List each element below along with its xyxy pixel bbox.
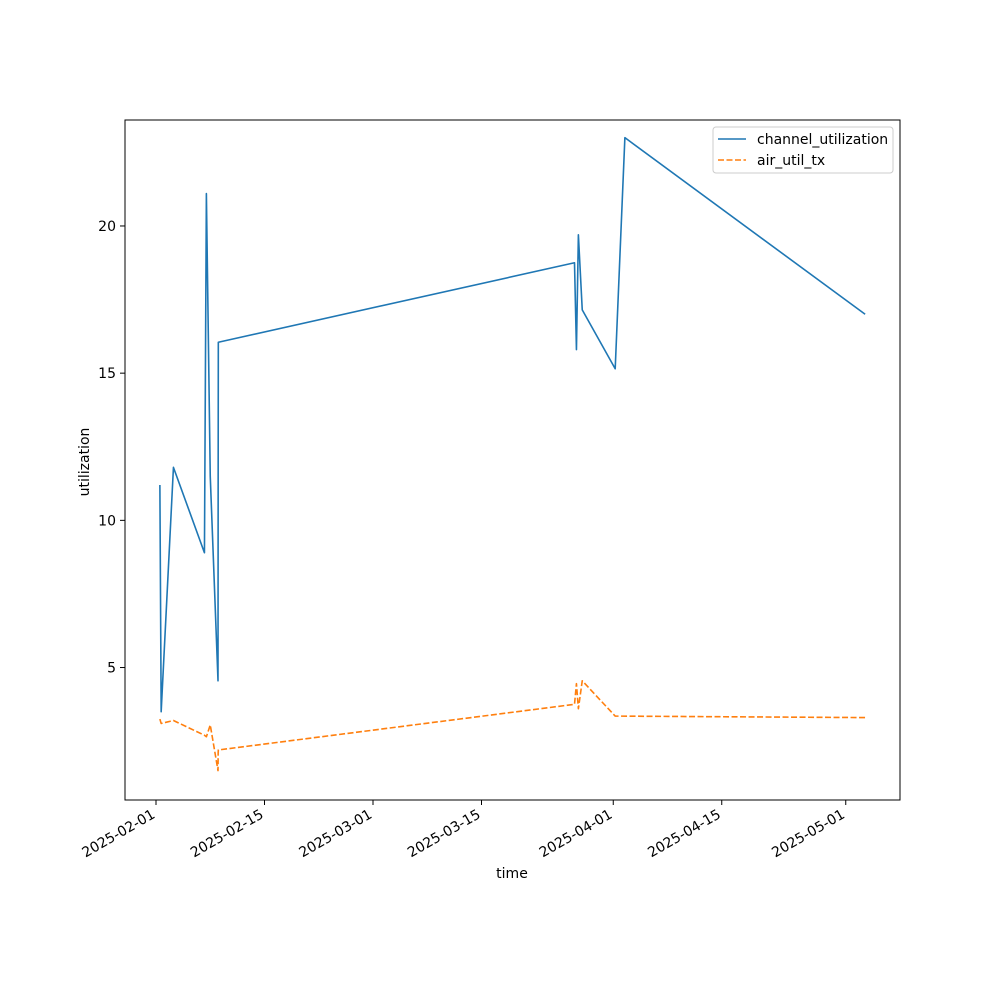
x-tick-label: 2025-03-01 xyxy=(297,807,375,862)
y-tick-label: 15 xyxy=(98,366,116,382)
legend: channel_utilization air_util_tx xyxy=(712,126,894,174)
x-axis-ticks: 2025-02-01 2025-02-15 2025-03-01 2025-03-15… xyxy=(80,800,848,861)
x-tick-label: 2025-04-01 xyxy=(537,807,615,862)
x-tick-label: 2025-02-15 xyxy=(188,807,266,862)
legend-box xyxy=(712,126,894,174)
x-tick-label: 2025-03-15 xyxy=(405,807,483,862)
x-tick-label: 2025-02-01 xyxy=(80,807,158,862)
axes xyxy=(124,119,901,801)
legend-label: channel_utilization xyxy=(757,132,888,148)
plot-area xyxy=(125,120,900,800)
x-tick-label: 2025-04-15 xyxy=(645,807,723,862)
series-line-channel-utilization xyxy=(159,136,866,713)
plot-frame xyxy=(124,119,901,801)
y-tick-label: 20 xyxy=(98,219,116,235)
y-tick-label: 10 xyxy=(98,513,116,529)
series-lines xyxy=(159,136,866,772)
x-tick-label: 2025-05-01 xyxy=(769,807,847,862)
series-line-air-util-tx xyxy=(159,679,866,772)
x-axis-label: time xyxy=(496,866,528,882)
legend-label: air_util_tx xyxy=(757,153,825,169)
y-tick-label: 5 xyxy=(107,661,116,677)
y-axis-ticks: 5 10 15 20 xyxy=(98,219,125,677)
y-axis-label: utilization xyxy=(77,428,93,497)
